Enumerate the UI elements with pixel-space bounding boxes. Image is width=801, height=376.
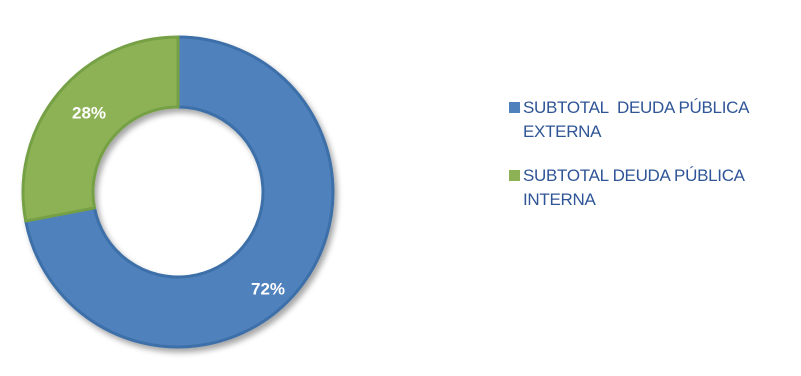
legend-label-externa: SUBTOTAL DEUDA PÚBLICA EXTERNA xyxy=(523,98,753,141)
legend-label-interna: SUBTOTAL DEUDA PÚBLICA INTERNA xyxy=(523,166,749,209)
legend-swatch-interna xyxy=(509,170,520,181)
legend-swatch-externa xyxy=(509,102,520,113)
data-label-externa: 72% xyxy=(251,279,285,298)
legend-item-interna: SUBTOTAL DEUDA PÚBLICA INTERNA xyxy=(509,164,799,212)
donut-slices xyxy=(21,35,335,349)
legend-item-externa: SUBTOTAL DEUDA PÚBLICA EXTERNA xyxy=(509,96,799,144)
slice-interna xyxy=(21,35,180,223)
legend: SUBTOTAL DEUDA PÚBLICA EXTERNA SUBTOTAL … xyxy=(509,96,799,232)
data-labels: 72% 28% xyxy=(72,103,285,298)
data-label-interna: 28% xyxy=(72,103,106,122)
slice-externa xyxy=(24,35,335,349)
